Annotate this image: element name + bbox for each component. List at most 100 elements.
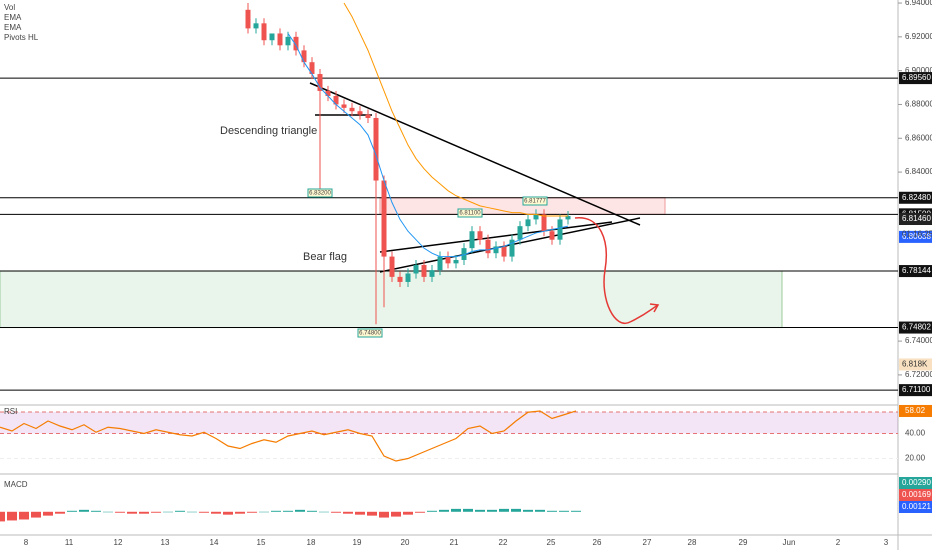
macd-bar [331,511,341,513]
x-tick-label: 2 [836,538,841,547]
macd-label: 0.00169 [902,490,931,499]
macd-bar [0,511,5,522]
x-tick-label: 28 [688,538,697,547]
y-tick-label: 6.84000 [905,167,932,176]
indicator-name: EMA [4,13,22,22]
candle-body [269,33,275,41]
countdown: 01:16:25 [902,229,932,238]
pivot-box [357,328,383,338]
macd-bar [367,511,377,516]
candle-body [357,111,363,115]
macd-bar [211,511,221,514]
price-label-box [899,230,932,243]
level-label-box [899,265,932,278]
trend-line [309,82,641,226]
macd-bar [319,511,329,513]
y-tick-label: 6.74000 [905,336,932,345]
support-zone [0,270,783,329]
macd-bar [523,509,533,512]
projection-arrow [649,303,660,313]
ema-line [343,2,568,217]
x-tick-label: 14 [210,538,219,547]
x-tick-label: 8 [24,538,29,547]
price-label-box [899,358,932,371]
level-label: 6.71100 [902,385,931,394]
x-tick-label: 20 [401,538,410,547]
macd-bar [355,511,365,515]
macd-bar [475,509,485,512]
macd-bar [391,511,401,517]
macd-bar [235,511,245,514]
macd-title: MACD [4,480,28,489]
x-tick-label: Jun [783,538,796,547]
macd-bar [415,511,425,513]
macd-bar [307,510,317,512]
macd-bar [91,510,101,512]
candle-body [245,9,251,29]
candle-body [445,256,451,264]
candle-body [549,231,555,240]
macd-bar [487,509,497,512]
candle-body [285,36,291,46]
level-label-box [899,191,932,204]
macd-bar [451,508,461,512]
level-label: 6.89560 [902,73,931,82]
macd-bar [535,509,545,512]
y-tick-label: 6.72000 [905,370,932,379]
pivot-label: 6.81777 [524,199,546,205]
price-label: 6.81460 [902,214,931,223]
candle-body [461,248,467,260]
macd-label: 0.00121 [902,502,931,511]
candle-body [381,180,387,257]
level-label: 6.74802 [902,323,931,332]
macd-bar [283,510,293,512]
y-tick-label: 6.86000 [905,133,932,142]
candle-body [469,231,475,249]
rsi-band [0,412,898,434]
macd-bar [439,509,449,512]
macd-bar [379,511,389,518]
macd-bar [511,508,521,512]
x-tick-label: 12 [114,538,123,547]
candle-body [509,239,515,257]
candle-body [453,259,459,264]
level-label-box [899,384,932,397]
candle-body [541,214,547,232]
annotation: Descending triangle [220,125,317,137]
y-tick-label: 6.88000 [905,100,932,109]
rsi-tick-label: 40.00 [905,429,926,438]
candle-body [293,36,299,51]
x-tick-label: 22 [499,538,508,547]
macd-bar [79,509,89,512]
macd-bar [187,511,197,513]
candle-body [341,104,347,108]
candle-body [533,214,539,220]
candle-body [565,216,571,220]
candle-body [493,246,499,254]
macd-bar [403,511,413,515]
pivot-box [457,208,483,218]
macd-label-box [899,477,932,489]
macd-bar [67,510,77,512]
macd-bar [559,510,569,512]
candle-body [437,256,443,271]
y-tick-label: 6.94000 [905,0,932,7]
x-tick-label: 11 [65,538,74,547]
x-tick-label: 29 [739,538,748,547]
macd-bar [127,511,137,514]
candle-body [389,256,395,277]
macd-bar [151,511,161,513]
x-tick-label: 27 [643,538,652,547]
x-tick-label: 13 [161,538,170,547]
macd-bar [547,510,557,512]
candle-body [253,23,259,29]
macd-bar [295,509,305,512]
macd-bar [199,511,209,513]
price-label: 6.818K [902,360,928,369]
price-label: 6.80638 [902,232,931,241]
y-tick-label: 6.90000 [905,66,932,75]
candle-body [413,265,419,274]
candle-body [333,96,339,105]
candle-body [309,62,315,75]
